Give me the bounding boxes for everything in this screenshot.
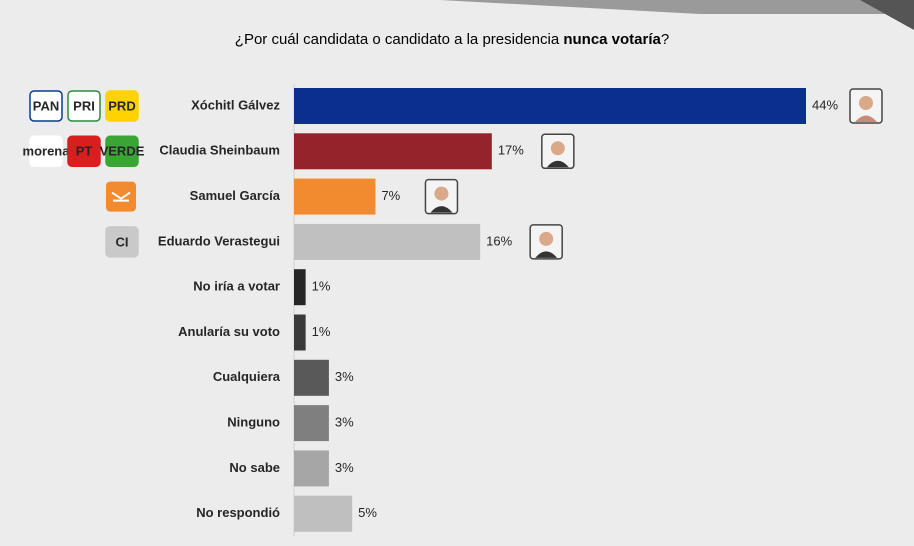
party-logo (105, 135, 139, 168)
decor-stripe (440, 0, 914, 14)
photo-face (539, 231, 554, 246)
value-label: 3% (335, 460, 354, 475)
photo-body (535, 251, 558, 258)
candidate-photo (529, 224, 563, 260)
party-logo (29, 135, 63, 168)
bar (294, 88, 806, 124)
category-label: Anularía su voto (178, 324, 280, 339)
bar (294, 178, 376, 215)
party-logo (67, 90, 101, 122)
value-label: 5% (358, 505, 377, 520)
photo-face (434, 186, 449, 201)
party-logo (29, 90, 63, 122)
party-logo (105, 226, 139, 258)
bar (294, 133, 492, 170)
category-label: Cualquiera (213, 369, 281, 384)
party-logo-text: PAN (33, 98, 59, 113)
bar (294, 269, 306, 306)
category-label: Samuel García (190, 188, 281, 203)
candidate-photo (424, 178, 459, 215)
value-label: 3% (335, 369, 354, 384)
category-label: No iría a votar (193, 279, 280, 294)
chart-title: ¿Por cuál candidata o candidato a la pre… (235, 31, 669, 48)
party-logo (67, 135, 101, 168)
bar (294, 405, 329, 442)
bar (294, 359, 329, 396)
party-logo-mark (111, 191, 131, 202)
category-label: No respondió (196, 505, 280, 520)
photo-body (546, 160, 569, 168)
bar (294, 314, 306, 351)
category-label: Ninguno (227, 415, 280, 430)
value-label: 1% (312, 324, 331, 339)
bar (294, 495, 353, 532)
bar (294, 450, 329, 487)
party-logo (105, 90, 139, 122)
party-logo-text: morena (23, 144, 71, 159)
title-part: ? (661, 31, 669, 48)
candidate-photo (849, 88, 883, 124)
value-label: 1% (312, 279, 331, 294)
value-label: 44% (812, 97, 838, 112)
category-label: No sabe (229, 460, 280, 475)
photo-face (859, 96, 873, 110)
party-logo-text: PT (76, 144, 93, 159)
value-label: 3% (335, 415, 354, 430)
photo-body (855, 115, 877, 122)
bar (294, 223, 481, 260)
party-logo-text: PRD (108, 98, 135, 113)
value-label: 17% (498, 143, 524, 158)
party-logo-text: PRI (73, 98, 95, 113)
category-label: Claudia Sheinbaum (159, 143, 280, 158)
party-logo-text: CI (116, 234, 129, 249)
candidate-photo (541, 133, 575, 170)
party-logo-text: VERDE (100, 144, 145, 159)
value-label: 7% (381, 188, 400, 203)
photo-face (550, 141, 565, 156)
party-logo (106, 181, 136, 212)
category-label: Eduardo Verastegui (158, 233, 280, 248)
category-label: Xóchitl Gálvez (191, 97, 280, 112)
photo-body (430, 206, 453, 213)
decor-corner (860, 0, 914, 30)
title-part: ¿Por cuál candidata o candidato a la pre… (235, 31, 564, 48)
value-label: 16% (486, 233, 512, 248)
title-bold: nunca votaría (563, 31, 661, 48)
